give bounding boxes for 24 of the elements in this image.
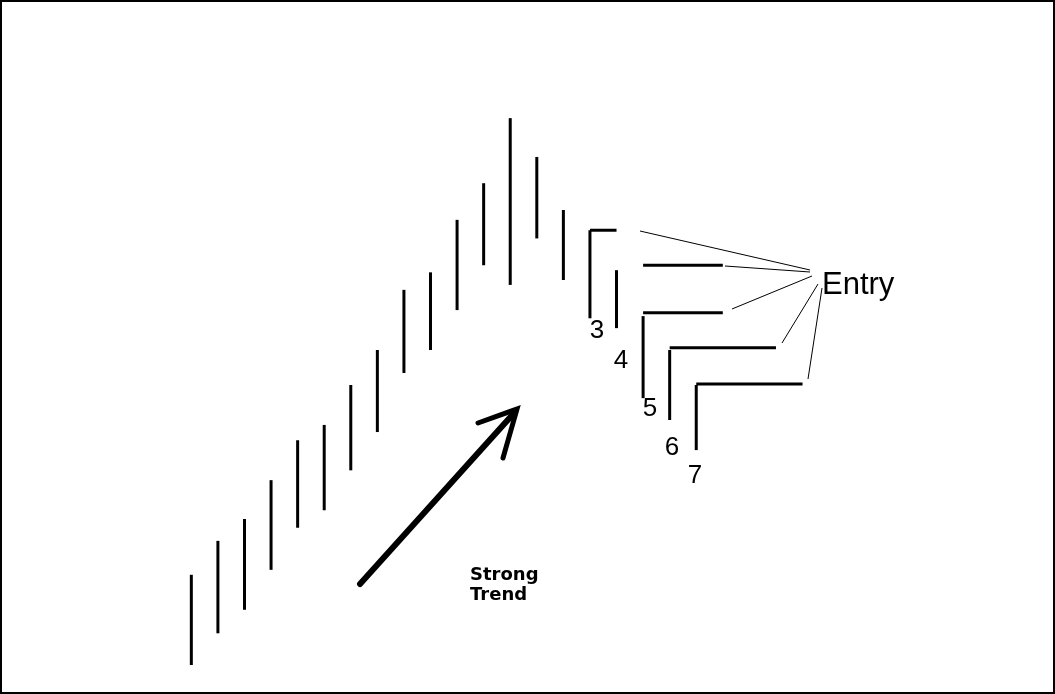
candlestick [455, 218, 459, 312]
candlestick [349, 385, 353, 471]
annotation: 4 [613, 344, 629, 374]
candlestick [641, 316, 645, 400]
text: Entry [822, 266, 895, 301]
candlestick [482, 183, 486, 267]
candlestick [189, 573, 193, 666]
candlestick [216, 539, 220, 634]
candlestick [615, 270, 619, 330]
candlestick [508, 118, 512, 285]
candlestick [322, 423, 326, 511]
candlestick [402, 288, 406, 373]
candlestick [375, 350, 379, 434]
candlestick [429, 272, 432, 351]
candlestick [561, 210, 565, 281]
annotation: Strong Trend [470, 563, 539, 604]
annotation: 6 [664, 431, 680, 461]
candlestick [269, 480, 273, 570]
annotation: 5 [642, 392, 658, 422]
candlestick [242, 519, 246, 610]
annotation: 3 [589, 314, 605, 344]
annotation: 7 [687, 459, 703, 489]
candlestick [535, 155, 539, 239]
candlestick [296, 440, 300, 528]
